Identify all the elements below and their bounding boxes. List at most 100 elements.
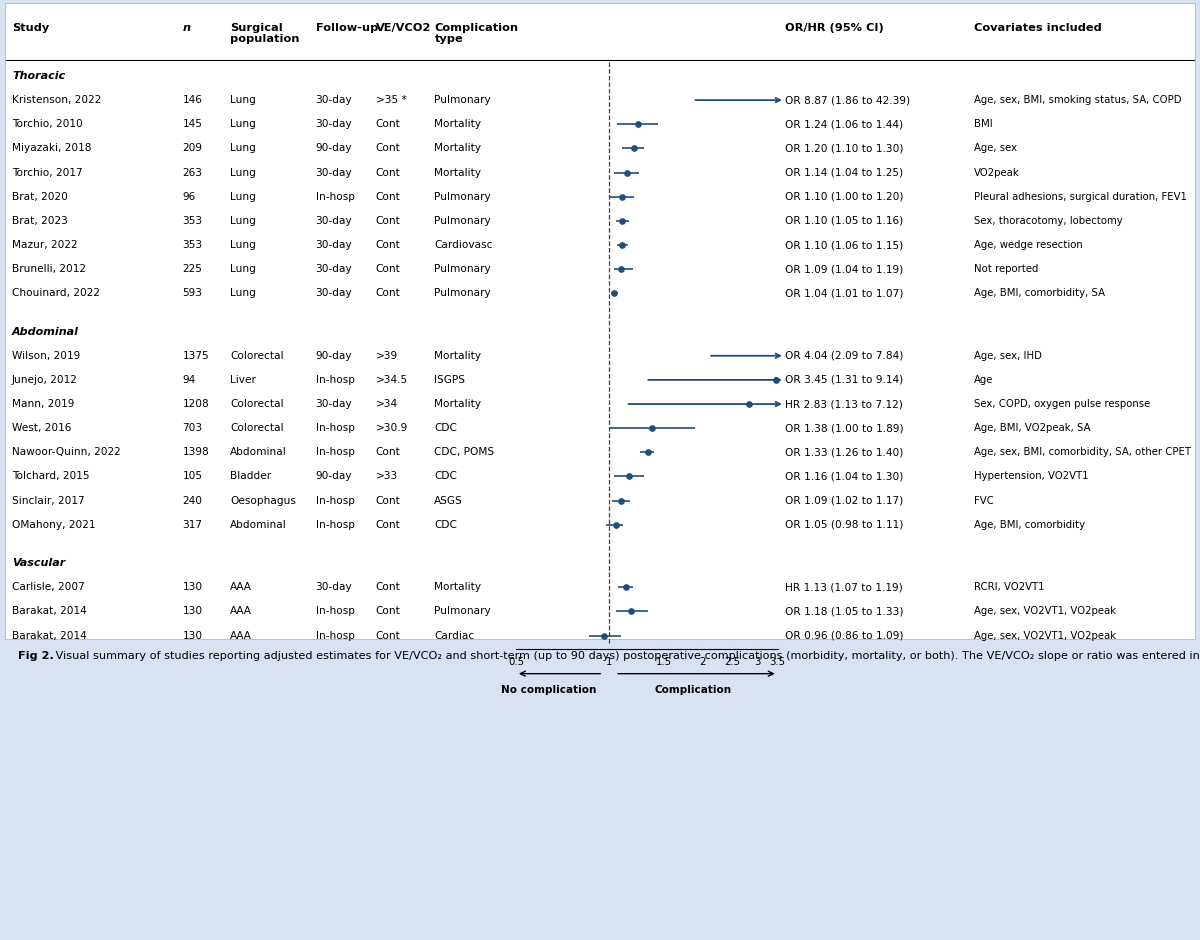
Text: n: n bbox=[182, 23, 191, 33]
Text: Cont: Cont bbox=[376, 240, 401, 250]
Text: >33: >33 bbox=[376, 472, 398, 481]
Text: OR 1.18 (1.05 to 1.33): OR 1.18 (1.05 to 1.33) bbox=[785, 606, 904, 617]
Text: Lung: Lung bbox=[230, 144, 257, 153]
Text: Lung: Lung bbox=[230, 119, 257, 130]
Text: >34.5: >34.5 bbox=[376, 375, 408, 384]
Text: Sex, COPD, oxygen pulse response: Sex, COPD, oxygen pulse response bbox=[974, 400, 1151, 409]
Text: West, 2016: West, 2016 bbox=[12, 423, 71, 433]
Text: 130: 130 bbox=[182, 606, 203, 617]
Text: Cont: Cont bbox=[376, 144, 401, 153]
Text: 1398: 1398 bbox=[182, 447, 209, 458]
Text: Complication
type: Complication type bbox=[434, 23, 518, 44]
Text: 3: 3 bbox=[754, 657, 760, 667]
Text: Age: Age bbox=[974, 375, 994, 384]
Text: Pulmonary: Pulmonary bbox=[434, 606, 491, 617]
Text: 317: 317 bbox=[182, 520, 203, 530]
Text: Miyazaki, 2018: Miyazaki, 2018 bbox=[12, 144, 91, 153]
Text: 90-day: 90-day bbox=[316, 351, 353, 361]
Text: Cont: Cont bbox=[376, 216, 401, 226]
Text: 130: 130 bbox=[182, 582, 203, 592]
Text: OR 1.10 (1.00 to 1.20): OR 1.10 (1.00 to 1.20) bbox=[785, 192, 904, 202]
Text: OR 1.16 (1.04 to 1.30): OR 1.16 (1.04 to 1.30) bbox=[785, 472, 904, 481]
Text: Age, sex, IHD: Age, sex, IHD bbox=[974, 351, 1043, 361]
Text: Pulmonary: Pulmonary bbox=[434, 264, 491, 274]
Text: Not reported: Not reported bbox=[974, 264, 1039, 274]
Text: 30-day: 30-day bbox=[316, 582, 353, 592]
Text: Colorectal: Colorectal bbox=[230, 400, 284, 409]
Text: Torchio, 2010: Torchio, 2010 bbox=[12, 119, 83, 130]
Text: OR 1.10 (1.06 to 1.15): OR 1.10 (1.06 to 1.15) bbox=[785, 240, 904, 250]
Text: Liver: Liver bbox=[230, 375, 257, 384]
Text: Age, sex, BMI, smoking status, SA, COPD: Age, sex, BMI, smoking status, SA, COPD bbox=[974, 95, 1182, 105]
Text: Colorectal: Colorectal bbox=[230, 351, 284, 361]
Text: Lung: Lung bbox=[230, 167, 257, 178]
Text: 30-day: 30-day bbox=[316, 400, 353, 409]
Text: Lung: Lung bbox=[230, 216, 257, 226]
Text: Kristenson, 2022: Kristenson, 2022 bbox=[12, 95, 101, 105]
Text: Cardiovasc: Cardiovasc bbox=[434, 240, 493, 250]
Text: 2: 2 bbox=[700, 657, 706, 667]
Text: Thoracic: Thoracic bbox=[12, 71, 65, 81]
Text: Cont: Cont bbox=[376, 520, 401, 530]
Text: >39: >39 bbox=[376, 351, 397, 361]
Text: Carlisle, 2007: Carlisle, 2007 bbox=[12, 582, 85, 592]
Text: In-hosp: In-hosp bbox=[316, 606, 355, 617]
Text: 145: 145 bbox=[182, 119, 203, 130]
Text: OR 1.05 (0.98 to 1.11): OR 1.05 (0.98 to 1.11) bbox=[785, 520, 904, 530]
Text: Visual summary of studies reporting adjusted estimates for VE/VCO₂ and short-ter: Visual summary of studies reporting adju… bbox=[52, 651, 1200, 662]
Text: 146: 146 bbox=[182, 95, 203, 105]
Text: OR 1.09 (1.04 to 1.19): OR 1.09 (1.04 to 1.19) bbox=[785, 264, 904, 274]
Text: In-hosp: In-hosp bbox=[316, 520, 355, 530]
Text: Study: Study bbox=[12, 23, 49, 33]
Text: Cont: Cont bbox=[376, 495, 401, 506]
Text: Follow-up: Follow-up bbox=[316, 23, 378, 33]
Text: Lung: Lung bbox=[230, 192, 257, 202]
Text: Mortality: Mortality bbox=[434, 400, 481, 409]
Text: Surgical
population: Surgical population bbox=[230, 23, 300, 44]
Text: In-hosp: In-hosp bbox=[316, 631, 355, 640]
Text: In-hosp: In-hosp bbox=[316, 447, 355, 458]
Text: 2.5: 2.5 bbox=[725, 657, 740, 667]
Text: OR 0.96 (0.86 to 1.09): OR 0.96 (0.86 to 1.09) bbox=[785, 631, 904, 640]
Text: Covariates included: Covariates included bbox=[974, 23, 1102, 33]
Text: Cont: Cont bbox=[376, 631, 401, 640]
Text: OR 1.38 (1.00 to 1.89): OR 1.38 (1.00 to 1.89) bbox=[785, 423, 904, 433]
Text: Mazur, 2022: Mazur, 2022 bbox=[12, 240, 78, 250]
Text: Bladder: Bladder bbox=[230, 472, 271, 481]
Text: >35 *: >35 * bbox=[376, 95, 407, 105]
Text: Mortality: Mortality bbox=[434, 582, 481, 592]
Text: OMahony, 2021: OMahony, 2021 bbox=[12, 520, 96, 530]
Text: HR 1.13 (1.07 to 1.19): HR 1.13 (1.07 to 1.19) bbox=[785, 582, 902, 592]
Text: CDC: CDC bbox=[434, 472, 457, 481]
Text: 30-day: 30-day bbox=[316, 264, 353, 274]
Text: OR 3.45 (1.31 to 9.14): OR 3.45 (1.31 to 9.14) bbox=[785, 375, 904, 384]
Text: OR 1.24 (1.06 to 1.44): OR 1.24 (1.06 to 1.44) bbox=[785, 119, 902, 130]
Text: Cont: Cont bbox=[376, 192, 401, 202]
Text: OR 1.33 (1.26 to 1.40): OR 1.33 (1.26 to 1.40) bbox=[785, 447, 904, 458]
Text: 30-day: 30-day bbox=[316, 167, 353, 178]
Text: 90-day: 90-day bbox=[316, 472, 353, 481]
Text: Lung: Lung bbox=[230, 240, 257, 250]
Text: 30-day: 30-day bbox=[316, 119, 353, 130]
Text: No complication: No complication bbox=[500, 685, 596, 696]
Text: Hypertension, VO2VT1: Hypertension, VO2VT1 bbox=[974, 472, 1088, 481]
Text: ISGPS: ISGPS bbox=[434, 375, 466, 384]
Text: 1208: 1208 bbox=[182, 400, 209, 409]
Text: 90-day: 90-day bbox=[316, 144, 353, 153]
Text: 703: 703 bbox=[182, 423, 203, 433]
Text: 1375: 1375 bbox=[182, 351, 209, 361]
Text: AAA: AAA bbox=[230, 606, 252, 617]
Text: Pleural adhesions, surgical duration, FEV1: Pleural adhesions, surgical duration, FE… bbox=[974, 192, 1187, 202]
Text: Cont: Cont bbox=[376, 582, 401, 592]
Text: Lung: Lung bbox=[230, 289, 257, 298]
Text: Mortality: Mortality bbox=[434, 119, 481, 130]
Text: In-hosp: In-hosp bbox=[316, 423, 355, 433]
Text: Complication: Complication bbox=[655, 685, 732, 696]
Text: 3.5: 3.5 bbox=[769, 657, 786, 667]
Text: Sex, thoracotomy, lobectomy: Sex, thoracotomy, lobectomy bbox=[974, 216, 1123, 226]
Text: Pulmonary: Pulmonary bbox=[434, 192, 491, 202]
Text: Junejo, 2012: Junejo, 2012 bbox=[12, 375, 78, 384]
Text: VE/VCO2: VE/VCO2 bbox=[376, 23, 431, 33]
Text: Nawoor-Quinn, 2022: Nawoor-Quinn, 2022 bbox=[12, 447, 121, 458]
Text: 30-day: 30-day bbox=[316, 216, 353, 226]
